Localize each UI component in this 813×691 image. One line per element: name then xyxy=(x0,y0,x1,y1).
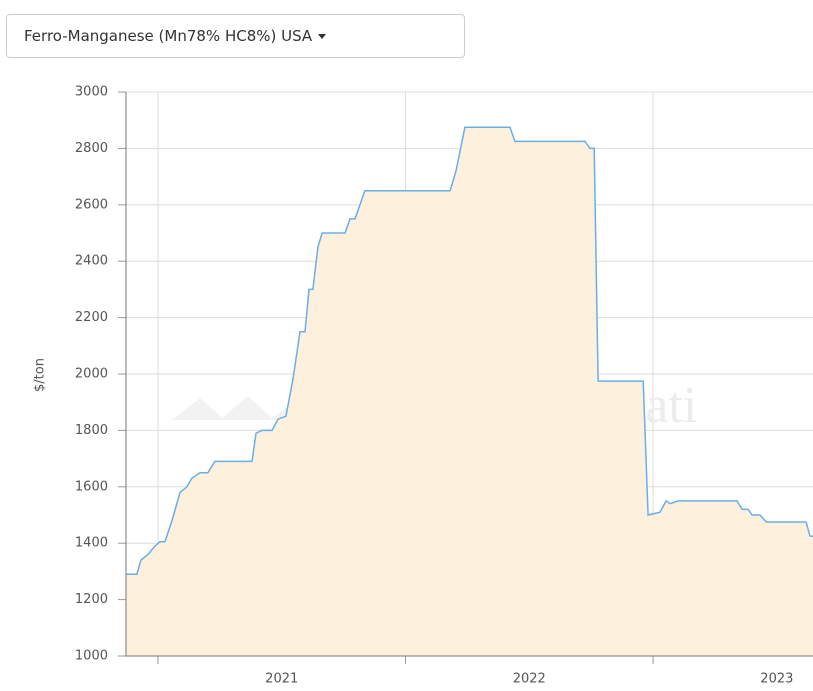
x-tick-label: 2021 xyxy=(265,672,298,687)
y-tick-label: 1800 xyxy=(75,423,108,438)
x-tick-label: 2022 xyxy=(513,672,546,687)
y-tick-label: 1600 xyxy=(75,479,108,494)
y-tick-label: 2000 xyxy=(75,367,108,382)
y-tick-label: 1000 xyxy=(75,649,108,664)
y-tick-label: 2200 xyxy=(75,310,108,325)
y-tick-label: 3000 xyxy=(75,85,108,100)
y-tick-label: 1200 xyxy=(75,592,108,607)
series-dropdown[interactable]: Ferro-Manganese (Mn78% HC8%) USA xyxy=(6,14,465,58)
dropdown-label: Ferro-Manganese (Mn78% HC8%) USA xyxy=(24,27,313,45)
x-tick-label: 2023 xyxy=(760,672,793,687)
y-tick-label: 2600 xyxy=(75,197,108,212)
caret xyxy=(318,33,327,39)
price-line xyxy=(126,126,813,575)
y-tick-label: 2800 xyxy=(75,141,108,156)
y-axis-label: $/ton xyxy=(33,358,48,392)
y-tick-label: 2400 xyxy=(75,254,108,269)
area-fill xyxy=(126,127,813,657)
y-tick-label: 1400 xyxy=(75,536,108,551)
